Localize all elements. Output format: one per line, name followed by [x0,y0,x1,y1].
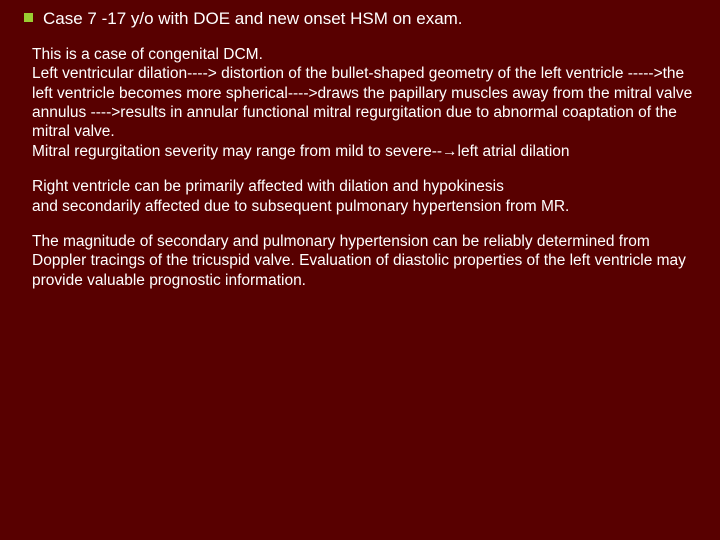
slide-title: Case 7 -17 y/o with DOE and new onset HS… [43,8,463,31]
paragraph-3: The magnitude of secondary and pulmonary… [32,232,698,290]
paragraph-1: This is a case of congenital DCM. Left v… [32,45,698,161]
slide-container: Case 7 -17 y/o with DOE and new onset HS… [0,0,720,540]
title-row: Case 7 -17 y/o with DOE and new onset HS… [24,8,702,31]
square-bullet-icon [24,13,33,22]
paragraph-2: Right ventricle can be primarily affecte… [32,177,698,216]
